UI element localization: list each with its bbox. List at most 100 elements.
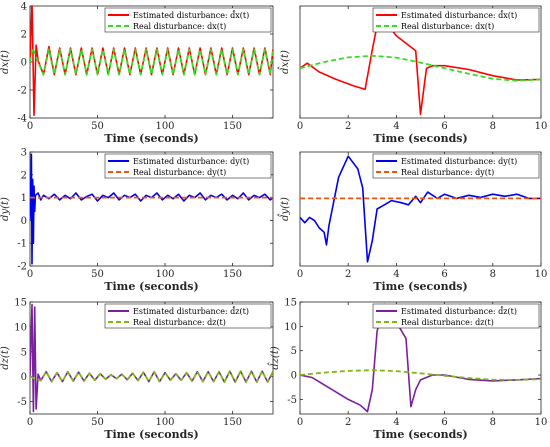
x-tick-label: 0 <box>297 121 303 132</box>
x-tick-label: 0 <box>297 417 303 428</box>
x-tick-label: 0 <box>27 417 33 428</box>
legend-box <box>372 303 540 329</box>
series-group <box>30 153 273 265</box>
series-line-real <box>30 370 273 384</box>
y-tick-label: 10 <box>284 322 297 333</box>
x-tick-label: 2 <box>345 121 351 132</box>
y-axis-label: d̂x(t) <box>278 50 291 74</box>
y-tick-label: 1 <box>21 193 27 204</box>
legend-entry: Real disturbance: dx(t) <box>133 22 226 31</box>
legend-entry: Real disturbance: dz(t) <box>401 318 494 327</box>
y-axis-label: d̂x(t) <box>0 50 11 74</box>
y-tick-label: 10 <box>14 322 27 333</box>
series-group <box>30 6 273 116</box>
x-tick-label: 8 <box>490 269 496 280</box>
legend-entry: Estimated disturbance: d̂z(t) <box>133 305 249 316</box>
chart-panel-top-right: 0 2 4 6 8 10 Time (seconds) d̂x(t) Estimated dis… <box>278 5 548 145</box>
legend: Estimated disturbance: d̂z(t) Real distur… <box>104 303 272 329</box>
x-tick-label: 100 <box>155 417 174 428</box>
y-tick-label: 5 <box>21 347 27 358</box>
legend-entry: Estimated disturbance: d̂z(t) <box>401 305 517 316</box>
y-tick-label: 2 <box>21 30 27 41</box>
legend: Estimated disturbance: dy(t) Real disturb… <box>372 153 540 179</box>
series-group <box>300 155 541 263</box>
series-group <box>30 303 273 413</box>
series-line-real <box>300 54 541 82</box>
x-tick-label: 8 <box>490 121 496 132</box>
x-tick-label: 4 <box>393 269 399 280</box>
y-tick-label: 3 <box>21 148 27 159</box>
x-tick-label: 6 <box>441 121 447 132</box>
legend-entry: Real disturbance: dy(t) <box>401 168 494 177</box>
x-axis-label: Time (seconds) <box>373 428 467 441</box>
x-axis-label: Time (seconds) <box>373 132 467 145</box>
series-line-estimated <box>300 155 541 263</box>
legend-box <box>372 153 540 179</box>
x-tick-label: 10 <box>535 417 548 428</box>
y-tick-label: -5 <box>287 395 297 406</box>
series-line-estimated <box>30 153 273 265</box>
x-tick-label: 0 <box>297 269 303 280</box>
series-line-estimated <box>300 12 541 116</box>
legend-box <box>104 303 272 329</box>
x-tick-label: 50 <box>91 121 104 132</box>
legend-box <box>104 7 272 33</box>
y-tick-label: 15 <box>14 298 27 309</box>
y-tick-label: -2 <box>17 86 27 97</box>
y-axis-label: d̂y(t) <box>278 197 291 221</box>
y-axis-label: d̂y(t) <box>0 197 11 221</box>
legend-entry: Real disturbance: dx(t) <box>401 22 494 31</box>
y-tick-label: 0 <box>21 58 27 69</box>
legend: Estimated disturbance: d̂x(t) Real distur… <box>372 7 540 33</box>
x-tick-label: 50 <box>91 417 104 428</box>
legend: Estimated disturbance: d̂z(t) Real distur… <box>372 303 540 329</box>
legend-entry: Estimated disturbance: d̂x(t) <box>401 9 517 20</box>
legend-box <box>372 7 540 33</box>
x-axis-label: Time (seconds) <box>104 280 198 293</box>
legend-entry: Estimated disturbance: d̂x(t) <box>133 9 249 20</box>
x-tick-label: 0 <box>27 121 33 132</box>
legend: Estimated disturbance: dy(t) Real disturb… <box>104 153 272 179</box>
y-tick-label: 2 <box>21 170 27 181</box>
x-tick-label: 10 <box>535 269 548 280</box>
x-axis-label: Time (seconds) <box>373 280 467 293</box>
series-line-real <box>30 47 273 76</box>
chart-panel-middle-right: 0 2 4 6 8 10 Time (seconds) d̂y(t) Estimated dis… <box>278 151 548 293</box>
y-tick-label: 0 <box>291 371 297 382</box>
y-tick-label: 0 <box>21 372 27 383</box>
x-tick-label: 4 <box>393 417 399 428</box>
x-axis-label: Time (seconds) <box>104 428 198 441</box>
x-tick-label: 150 <box>223 121 242 132</box>
y-tick-label: -1 <box>17 239 27 250</box>
series-line-real <box>300 369 541 381</box>
legend-entry: Estimated disturbance: dy(t) <box>401 157 517 166</box>
chart-panel-middle-left: 0 50 100 150 3 2 1 0 -1 -2 Time (seconds) d̂y(t) Est… <box>0 148 274 293</box>
legend-entry: Estimated disturbance: dy(t) <box>133 157 249 166</box>
y-tick-label: 15 <box>284 298 297 309</box>
y-tick-label: -2 <box>17 262 27 273</box>
y-axis-label: d̂z(t) <box>268 346 281 370</box>
x-tick-label: 6 <box>441 417 447 428</box>
y-tick-label: 0 <box>21 216 27 227</box>
x-tick-label: 4 <box>393 121 399 132</box>
y-tick-label: -4 <box>17 114 27 125</box>
series-line-estimated <box>30 6 273 116</box>
legend-entry: Real disturbance: dy(t) <box>133 168 226 177</box>
y-tick-label: 5 <box>291 346 297 357</box>
x-tick-label: 6 <box>441 269 447 280</box>
chart-panel-top-left: 0 50 100 150 4 2 0 -2 -4 Time (seconds) d̂x(t) Esti… <box>0 2 274 145</box>
x-tick-label: 50 <box>91 269 104 280</box>
legend-entry: Real disturbance: dz(t) <box>133 318 226 327</box>
x-tick-label: 0 <box>27 269 33 280</box>
x-tick-label: 2 <box>345 417 351 428</box>
x-tick-label: 8 <box>490 417 496 428</box>
x-tick-label: 10 <box>535 121 548 132</box>
x-axis-label: Time (seconds) <box>104 132 198 145</box>
y-tick-label: 4 <box>21 2 27 13</box>
y-axis-label: d̂z(t) <box>0 346 11 370</box>
x-tick-label: 150 <box>223 417 242 428</box>
legend-box <box>104 153 272 179</box>
